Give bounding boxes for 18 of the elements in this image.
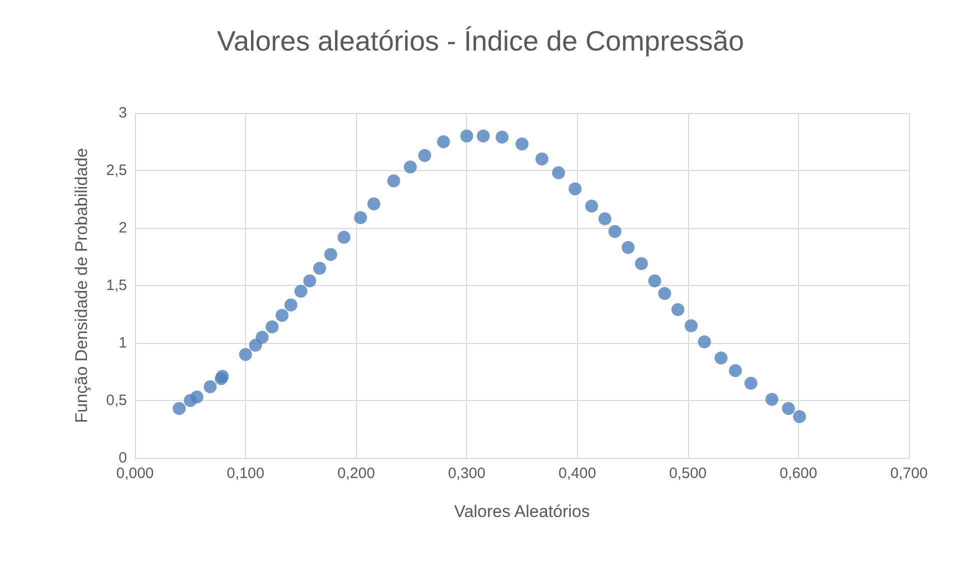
y-tick-label: 2,5	[106, 162, 127, 179]
y-tick-label: 2	[118, 220, 127, 236]
y-tick-label: 3	[118, 104, 127, 122]
y-tick-label: 1,5	[106, 277, 127, 294]
chart-title: Valores aleatórios - Índice de Compressão	[216, 26, 744, 56]
x-tick-label: 0,600	[780, 465, 818, 482]
x-tick-label: 0,300	[448, 465, 486, 482]
y-tick-label: 0,5	[106, 392, 127, 409]
x-axis-title: Valores Aleatórios	[454, 502, 590, 521]
x-tick-label: 0,100	[226, 465, 264, 482]
y-tick-label: 0	[118, 450, 127, 466]
x-tick-label: 0,400	[558, 465, 596, 482]
x-tick-label: 0,000	[116, 465, 154, 482]
y-axis-title: Função Densidade de Probabilidade	[72, 148, 91, 424]
y-tick-label: 1	[118, 334, 127, 352]
x-tick-label: 0,700	[890, 465, 928, 482]
x-tick-label: 0,500	[669, 465, 707, 482]
x-tick-label: 0,200	[337, 465, 375, 482]
